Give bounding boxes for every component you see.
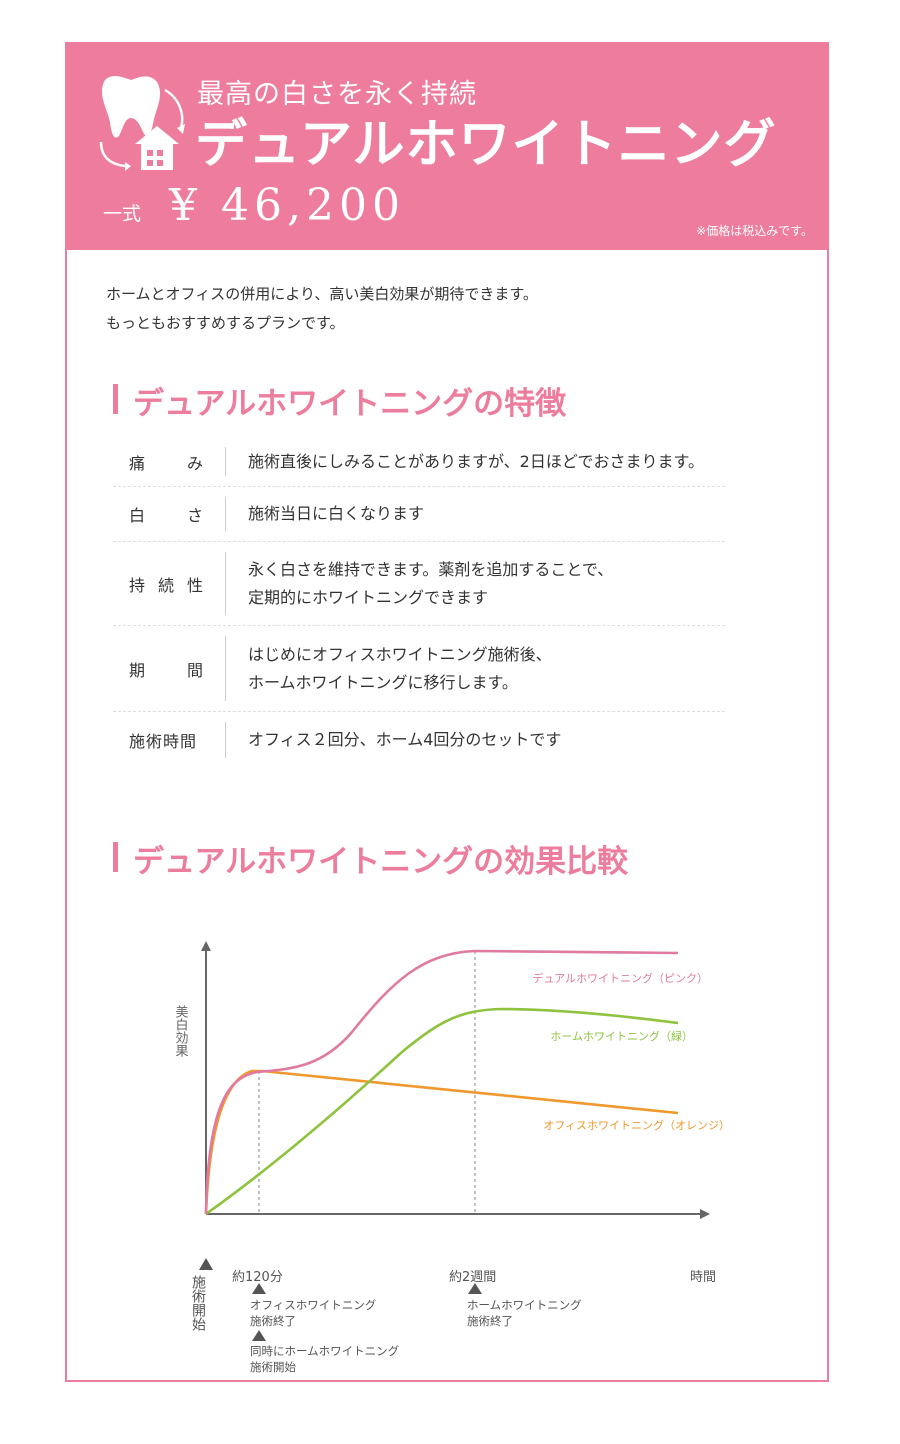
start-label: 施術開始 xyxy=(190,1275,206,1331)
plan-subtitle: 最高の白さを永く持続 xyxy=(197,79,477,110)
house-icon xyxy=(135,126,179,170)
annotation-home-start-line: 同時にホームホワイトニング xyxy=(250,1344,400,1358)
x-axis-arrow-icon xyxy=(700,1209,710,1219)
feature-label: 白さ xyxy=(129,506,203,525)
feature-row-durability: 持続性 永く白さを維持できます。薬剤を追加することで、 定期的にホワイトニングで… xyxy=(113,542,725,626)
divider xyxy=(225,722,226,758)
x-axis-label: 時間 xyxy=(690,1270,716,1285)
intro-line: ホームとオフィスの併用により、高い美白効果が期待できます。 xyxy=(106,285,538,303)
series-dual-line xyxy=(204,949,679,1215)
marker-icon xyxy=(252,1283,266,1294)
feature-row-whiteness: 白さ 施術当日に白くなります xyxy=(113,487,725,542)
plan-header: 最高の白さを永く持続 デュアルホワイトニング 一式 ¥ 46,200 ※価格は税… xyxy=(67,44,827,250)
feature-value: 施術直後にしみることがありますが、2日ほどでおさまります。 xyxy=(248,451,704,471)
feature-label: 施術時間 xyxy=(129,732,198,751)
divider xyxy=(225,552,226,615)
divider xyxy=(225,636,226,701)
tax-note: ※価格は税込みです。 xyxy=(696,224,813,238)
features-heading: デュアルホワイトニングの特徴 xyxy=(113,378,566,423)
feature-value: オフィス２回分、ホーム4回分のセットです xyxy=(248,730,562,749)
feature-label: 持続性 xyxy=(129,575,203,595)
annotation-home-start-line: 施術開始 xyxy=(250,1360,296,1374)
dual-whitening-card: 最高の白さを永く持続 デュアルホワイトニング 一式 ¥ 46,200 ※価格は税… xyxy=(65,42,829,1382)
feature-row-pain: 痛み 施術直後にしみることがありますが、2日ほどでおさまります。 xyxy=(113,437,725,487)
y-axis-label: 美白効果 xyxy=(173,1005,189,1057)
cycle-arrows-icon xyxy=(99,88,184,168)
features-table: 痛み 施術直後にしみることがありますが、2日ほどでおさまります。 白さ 施術当日… xyxy=(113,437,725,768)
series-name-home: ホームホワイトニング（緑） xyxy=(550,1029,693,1043)
x-tick-label: 約2週間 xyxy=(449,1270,496,1285)
feature-row-duration: 施術時間 オフィス２回分、ホーム4回分のセットです xyxy=(113,712,725,768)
tooth-house-logo-icon xyxy=(99,75,185,171)
plan-price: ¥ 46,200 xyxy=(169,180,405,231)
series-name-dual: デュアルホワイトニング（ピンク） xyxy=(532,971,708,985)
feature-label: 痛み xyxy=(129,453,203,473)
annotation-office-end-line: オフィスホワイトニング xyxy=(250,1298,377,1312)
y-axis-arrow-icon xyxy=(201,941,211,951)
feature-value: 施術当日に白くなります xyxy=(248,504,425,523)
plan-title: デュアルホワイトニング xyxy=(195,114,777,175)
x-tick-label: 約120分 xyxy=(232,1270,283,1285)
feature-row-period: 期間 はじめにオフィスホワイトニング施術後、 ホームホワイトニングに移行します。 xyxy=(113,626,725,712)
price-label: 一式 xyxy=(103,203,142,225)
annotation-home-end-line: ホームホワイトニング xyxy=(467,1298,582,1312)
feature-label: 期間 xyxy=(129,660,203,680)
series-office-line xyxy=(204,1069,679,1215)
divider xyxy=(225,447,226,476)
intro-line: もっともおすすめするプランです。 xyxy=(106,314,345,332)
marker-icon xyxy=(468,1283,482,1294)
comparison-heading: デュアルホワイトニングの効果比較 xyxy=(113,836,628,881)
plan-intro: ホームとオフィスの併用により、高い美白効果が期待できます。 もっともおすすめする… xyxy=(106,280,538,338)
feature-value: 永く白さを維持できます。薬剤を追加することで、 定期的にホワイトニングできます xyxy=(248,559,614,607)
annotation-office-end-line: 施術終了 xyxy=(250,1314,296,1328)
tooth-icon xyxy=(101,75,161,138)
divider xyxy=(225,497,226,531)
feature-value: はじめにオフィスホワイトニング施術後、 ホームホワイトニングに移行します。 xyxy=(248,644,552,692)
start-marker-icon xyxy=(199,1258,213,1270)
marker-icon xyxy=(252,1330,266,1341)
series-name-office: オフィスホワイトニング（オレンジ） xyxy=(543,1118,730,1132)
annotation-home-end-line: 施術終了 xyxy=(467,1314,513,1328)
series-home-line xyxy=(205,1007,679,1216)
whitening-effect-chart: デュアルホワイトニング（ピンク） ホームホワイトニング（緑） オフィスホワイトニ… xyxy=(173,941,730,1374)
